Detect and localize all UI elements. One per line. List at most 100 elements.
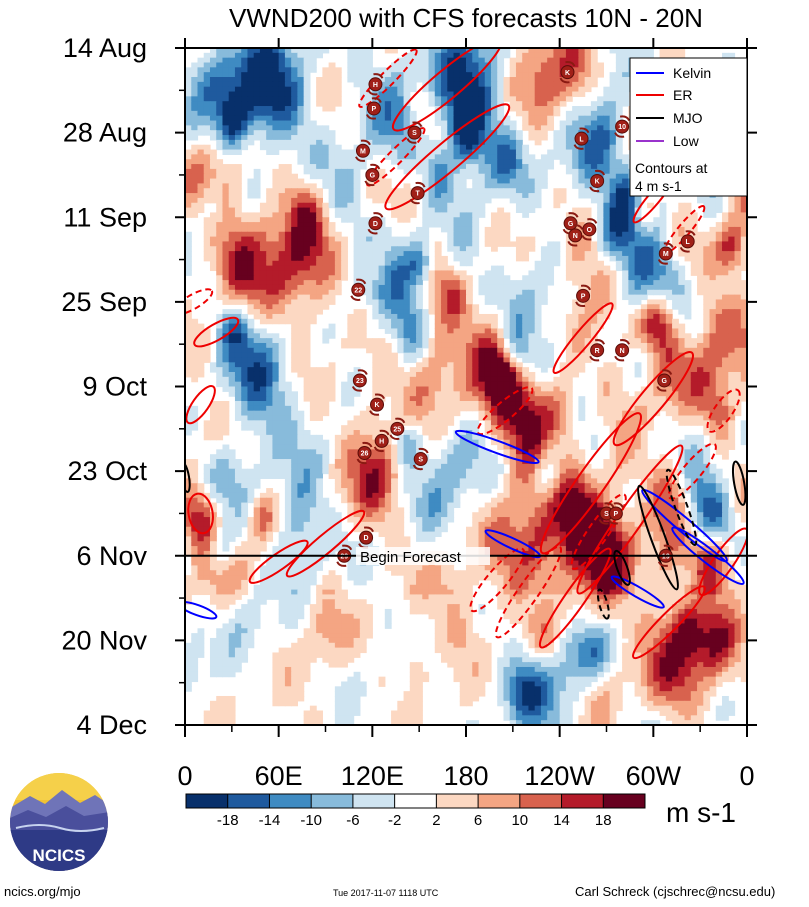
field-cell [372,130,380,136]
field-cell [603,304,611,310]
field-cell [441,144,448,151]
field-cell [284,72,292,78]
field-cell [284,62,292,68]
field-cell [441,342,448,349]
field-cell [597,96,604,102]
field-cell [416,265,423,272]
field-cell [334,159,342,165]
field-cell [547,115,555,122]
field-cell [615,164,623,170]
field-cell [672,318,679,325]
field-cell [441,333,448,339]
field-cell [653,347,661,354]
field-cell [497,362,505,368]
field-cell [247,77,255,83]
field-cell [728,255,736,262]
field-cell [447,270,455,276]
field-cell [590,255,598,262]
field-cell [497,193,505,199]
field-cell [297,149,305,155]
field-cell [378,91,386,97]
field-cell [272,270,280,276]
field-cell [572,275,579,281]
field-cell [403,333,411,339]
field-cell [284,193,292,199]
field-cell [353,173,361,180]
field-cell [216,294,224,301]
field-cell [472,357,480,363]
field-cell [572,120,579,126]
field-cell [628,318,636,325]
field-cell [253,381,261,388]
field-cell [291,130,298,136]
field-cell [378,367,386,373]
field-cell [272,342,280,349]
field-cell [503,376,511,383]
field-cell [597,154,604,160]
field-cell [522,280,530,286]
field-cell [422,313,430,320]
field-cell [222,280,230,286]
field-cell [259,52,267,59]
field-cell [428,381,436,388]
field-cell [291,139,298,146]
field-cell [547,125,555,131]
field-cell [722,265,729,272]
field-cell [353,318,361,325]
field-cell [234,328,242,334]
field-cell [684,299,692,305]
field-cell [540,81,548,88]
field-cell [509,81,517,88]
field-cell [366,255,373,262]
field-cell [459,328,467,334]
field-cell [403,347,411,354]
field-cell [185,251,192,257]
field-cell [572,362,579,368]
field-cell [478,125,486,131]
field-cell [684,255,692,262]
field-cell [422,260,430,267]
field-cell [347,342,355,349]
field-cell [322,91,330,97]
field-cell [416,362,423,368]
field-cell [197,110,205,117]
field-cell [241,376,249,383]
field-cell [359,231,367,238]
field-cell [453,173,461,180]
field-cell [728,212,736,218]
field-cell [409,202,417,209]
field-cell [291,318,298,325]
field-cell [515,86,523,93]
field-cell [640,52,648,59]
field-cell [728,381,736,388]
field-cell [272,367,280,373]
field-cell [297,77,305,83]
field-cell [191,371,199,378]
field-cell [697,289,704,296]
field-cell [559,139,567,146]
field-cell [241,81,249,88]
field-cell [722,386,729,392]
field-cell [434,309,442,315]
field-cell [378,178,386,184]
field-cell [422,222,430,228]
field-cell [565,77,573,83]
field-cell [247,96,255,102]
field-cell [316,299,323,305]
field-cell [372,255,380,262]
field-cell [259,144,267,151]
field-cell [397,91,405,97]
field-cell [503,352,511,359]
field-cell [422,212,430,218]
field-cell [578,241,586,247]
field-cell [441,159,448,165]
field-cell [222,168,230,175]
field-cell [309,188,317,194]
field-cell [472,226,480,233]
field-cell [441,72,448,78]
field-cell [540,260,548,267]
field-cell [222,193,230,199]
field-cell [278,342,286,349]
field-cell [459,367,467,373]
field-cell [291,120,298,126]
